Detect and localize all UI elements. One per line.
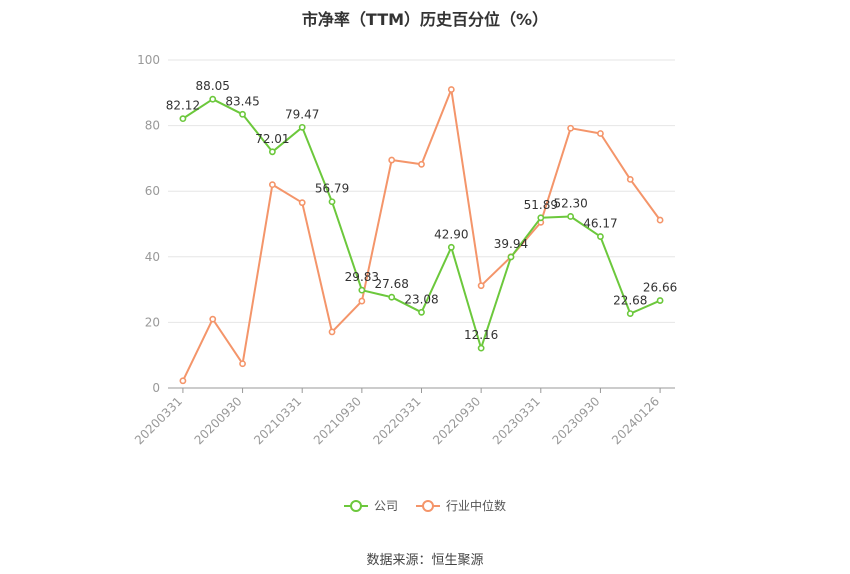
x-tick-label: 20230331 <box>490 394 543 447</box>
x-tick-label: 20230930 <box>549 394 602 447</box>
data-point-company <box>268 148 276 156</box>
y-tick-label: 100 <box>137 53 160 67</box>
legend-label-company: 公司 <box>373 499 398 513</box>
x-tick-label: 20220930 <box>430 394 483 447</box>
x-tick-label: 20240126 <box>609 394 662 447</box>
legend-label-industry-median: 行业中位数 <box>446 499 507 513</box>
data-point-company <box>626 310 634 318</box>
data-point-company <box>239 110 246 118</box>
x-tick-label: 20200930 <box>192 394 245 447</box>
data-point-industry-median <box>567 124 575 132</box>
data-point-company <box>298 123 306 131</box>
data-point-company <box>388 293 396 301</box>
legend-swatch-industry-median <box>416 499 440 513</box>
data-point-industry-median <box>298 199 306 207</box>
data-label-company: 46.17 <box>583 217 617 231</box>
data-point-industry-median <box>268 181 276 189</box>
data-point-company <box>447 243 455 251</box>
x-tick-label: 20210331 <box>251 394 304 447</box>
y-tick-label: 60 <box>145 184 160 198</box>
data-point-industry-median <box>418 160 425 168</box>
data-point-industry-median <box>239 360 246 368</box>
data-point-industry-median <box>388 156 396 164</box>
data-label-company: 79.47 <box>285 107 319 121</box>
data-label-company: 23.08 <box>404 292 438 306</box>
data-point-industry-median <box>626 175 634 183</box>
data-point-industry-median <box>477 282 485 290</box>
data-label-company: 83.45 <box>225 94 259 108</box>
legend: 公司 行业中位数 <box>0 497 850 514</box>
legend-swatch-company <box>343 499 368 513</box>
data-point-company <box>358 286 366 294</box>
y-tick-label: 20 <box>145 315 160 329</box>
data-label-company: 88.05 <box>196 79 230 93</box>
data-source: 数据来源：恒生聚源 <box>366 553 484 568</box>
data-point-industry-median <box>179 377 187 385</box>
data-point-industry-median <box>447 86 455 93</box>
data-point-company <box>209 95 217 103</box>
x-tick-label: 20210930 <box>311 394 364 447</box>
data-label-company: 12.16 <box>464 328 498 342</box>
data-label-company: 56.79 <box>315 182 349 196</box>
data-point-company <box>656 297 664 304</box>
data-label-company: 26.66 <box>643 281 677 295</box>
data-point-company <box>567 213 575 220</box>
y-tick-label: 40 <box>145 250 160 264</box>
data-label-company: 51.89 <box>524 198 558 212</box>
data-label-company: 42.90 <box>434 227 468 241</box>
x-tick-label: 20200331 <box>132 394 185 447</box>
data-point-industry-median <box>656 216 664 224</box>
y-tick-label: 80 <box>145 119 160 133</box>
data-label-company: 72.01 <box>255 132 289 146</box>
data-label-company: 52.30 <box>553 196 587 210</box>
y-tick-label: 0 <box>152 381 160 395</box>
data-label-company: 29.83 <box>345 270 379 284</box>
data-point-industry-median <box>597 130 604 137</box>
data-point-industry-median <box>358 297 366 305</box>
data-point-company <box>179 115 187 123</box>
data-label-company: 27.68 <box>374 277 408 291</box>
data-point-company <box>597 233 604 240</box>
data-label-company: 39.94 <box>494 237 528 251</box>
legend-item-company[interactable]: 公司 <box>343 497 398 514</box>
chart-title: 市净率（TTM）历史百分位（%） <box>301 10 549 29</box>
data-label-company: 82.12 <box>166 99 200 113</box>
data-point-company <box>507 253 515 261</box>
legend-item-industry-median[interactable]: 行业中位数 <box>416 497 506 514</box>
data-label-company: 22.68 <box>613 294 647 308</box>
data-point-company <box>537 214 545 222</box>
data-point-industry-median <box>328 328 336 336</box>
x-tick-label: 20220331 <box>371 394 424 447</box>
data-point-company <box>418 308 425 316</box>
data-point-company <box>328 198 336 206</box>
data-point-company <box>477 344 485 352</box>
data-point-industry-median <box>209 315 217 323</box>
